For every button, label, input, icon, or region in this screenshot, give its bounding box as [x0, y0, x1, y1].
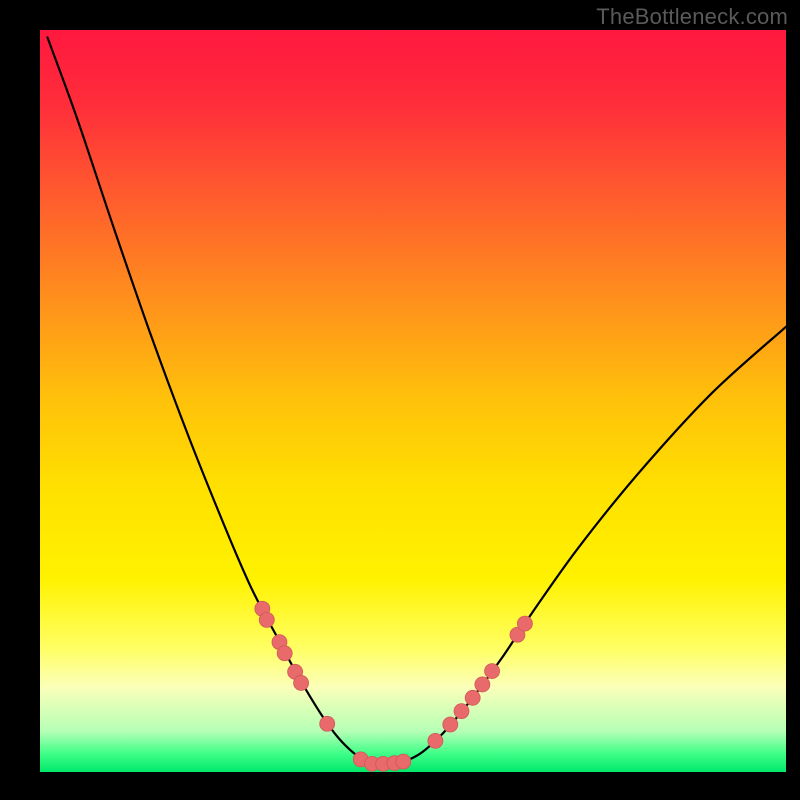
bottleneck-chart	[0, 0, 800, 800]
watermark-label: TheBottleneck.com	[596, 4, 788, 30]
data-marker	[396, 754, 411, 769]
data-marker	[277, 646, 292, 661]
data-marker	[428, 733, 443, 748]
data-marker	[259, 612, 274, 627]
chart-container: TheBottleneck.com	[0, 0, 800, 800]
plot-gradient-background	[40, 30, 786, 772]
data-marker	[517, 616, 532, 631]
data-marker	[454, 704, 469, 719]
data-marker	[475, 677, 490, 692]
data-marker	[294, 675, 309, 690]
data-marker	[443, 717, 458, 732]
data-marker	[485, 664, 500, 679]
data-marker	[465, 690, 480, 705]
data-marker	[320, 716, 335, 731]
